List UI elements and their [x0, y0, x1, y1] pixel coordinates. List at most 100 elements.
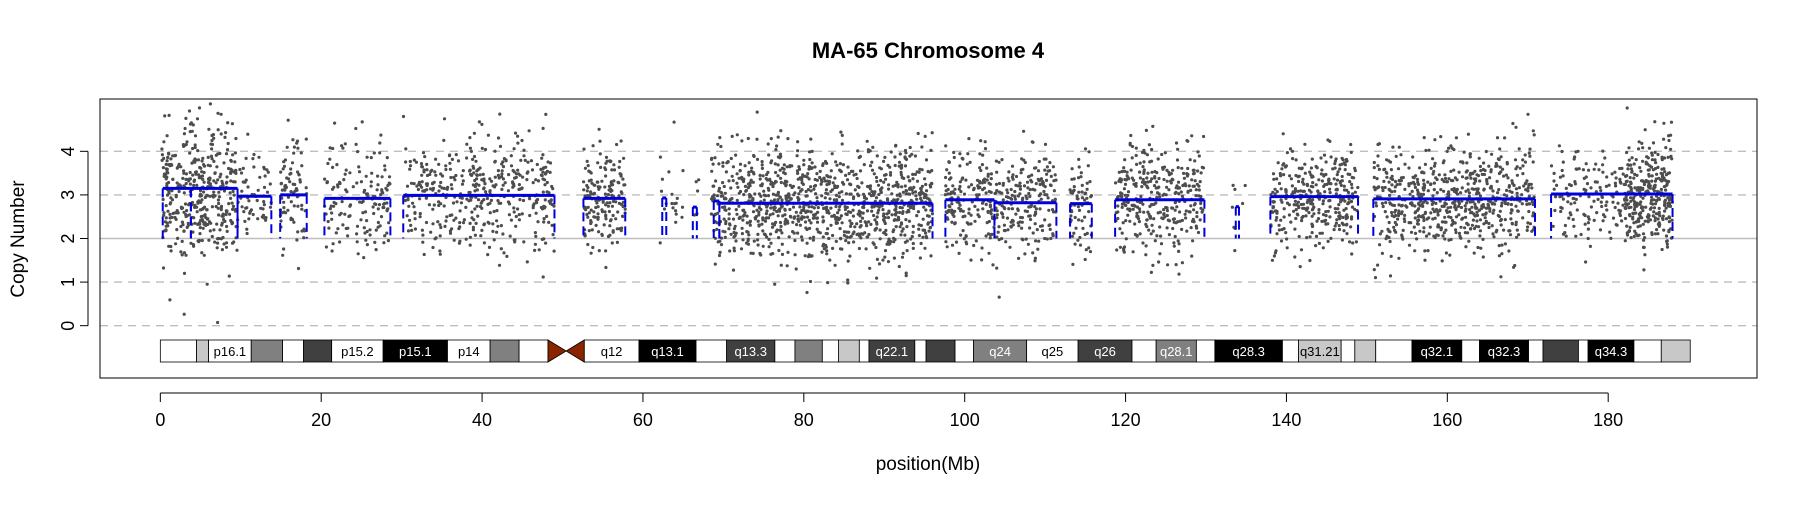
data-point [838, 216, 842, 220]
data-point [1506, 176, 1510, 180]
data-point [182, 132, 186, 136]
data-point [1022, 129, 1026, 133]
data-point [1087, 210, 1091, 214]
data-point [1189, 188, 1193, 192]
data-point [1045, 172, 1049, 176]
data-point [721, 181, 725, 185]
data-point [1270, 210, 1275, 214]
data-point [1630, 170, 1634, 174]
data-point [715, 221, 719, 225]
data-point [193, 143, 197, 147]
data-point [783, 220, 787, 224]
data-point [1476, 174, 1481, 178]
data-point [925, 196, 929, 200]
data-point [783, 213, 787, 217]
data-point [1431, 194, 1435, 198]
data-point [1638, 224, 1642, 228]
data-point [1186, 189, 1190, 193]
data-point [1413, 216, 1417, 220]
data-point [1376, 263, 1380, 267]
data-point [780, 242, 784, 246]
data-point [174, 193, 178, 197]
data-point [1385, 171, 1389, 175]
data-point [531, 181, 535, 185]
data-point [217, 195, 222, 199]
data-point [541, 153, 545, 157]
data-point [589, 208, 593, 212]
data-point [884, 228, 888, 232]
data-point [1624, 206, 1628, 211]
data-point [334, 231, 338, 235]
data-point [179, 165, 183, 169]
data-point [1397, 256, 1401, 260]
data-point [1353, 207, 1357, 211]
data-point [1643, 219, 1647, 223]
data-point [1036, 247, 1040, 251]
data-point [1560, 206, 1564, 210]
data-point [1449, 178, 1454, 183]
data-point [281, 253, 285, 257]
data-point [421, 151, 426, 155]
data-point [234, 136, 238, 141]
data-point [870, 189, 874, 194]
data-point [513, 131, 518, 135]
data-point [200, 159, 204, 163]
data-point [543, 172, 548, 176]
band-rect [954, 339, 974, 363]
data-point [1034, 212, 1038, 216]
ideogram-band: q13.1 [638, 339, 697, 363]
data-point [1481, 167, 1485, 172]
data-point [728, 198, 732, 202]
data-point [520, 212, 524, 216]
data-point [895, 210, 899, 215]
data-point [281, 167, 285, 171]
data-point [1526, 221, 1530, 225]
data-point [766, 142, 770, 146]
data-point [771, 252, 775, 256]
data-point [1373, 276, 1378, 280]
data-point [1080, 183, 1084, 187]
data-point [1165, 213, 1169, 218]
data-point [900, 163, 904, 167]
data-point [382, 202, 386, 206]
data-point [1192, 184, 1196, 188]
data-point [890, 213, 894, 217]
data-point [162, 213, 166, 217]
data-point [1457, 213, 1461, 217]
data-point [409, 181, 414, 185]
data-point [480, 122, 484, 126]
data-point [376, 207, 380, 211]
data-point [1337, 224, 1341, 228]
data-point [1530, 186, 1534, 190]
data-point [710, 169, 714, 173]
data-point [1500, 252, 1504, 256]
data-point [842, 230, 847, 234]
data-point [328, 157, 332, 161]
data-point [479, 234, 483, 238]
data-point [1650, 174, 1654, 178]
data-point [608, 224, 612, 228]
data-point [341, 223, 345, 227]
data-point [212, 136, 216, 140]
data-point [1657, 176, 1661, 180]
data-point [1489, 184, 1493, 188]
data-point [962, 192, 967, 196]
data-point [1349, 150, 1353, 154]
data-point [1144, 222, 1148, 226]
data-point [1432, 210, 1437, 214]
data-point [899, 233, 903, 237]
data-point [1048, 169, 1052, 173]
data-point [897, 164, 901, 168]
data-point [821, 219, 826, 223]
data-point [222, 242, 226, 246]
data-point [783, 207, 787, 211]
data-point [1435, 191, 1439, 195]
data-point [376, 174, 380, 178]
data-point [617, 165, 621, 169]
data-point [193, 134, 198, 138]
data-point [408, 218, 412, 222]
data-point [1664, 146, 1668, 150]
data-point [363, 188, 367, 192]
data-point [1432, 188, 1436, 192]
data-point [332, 200, 336, 205]
